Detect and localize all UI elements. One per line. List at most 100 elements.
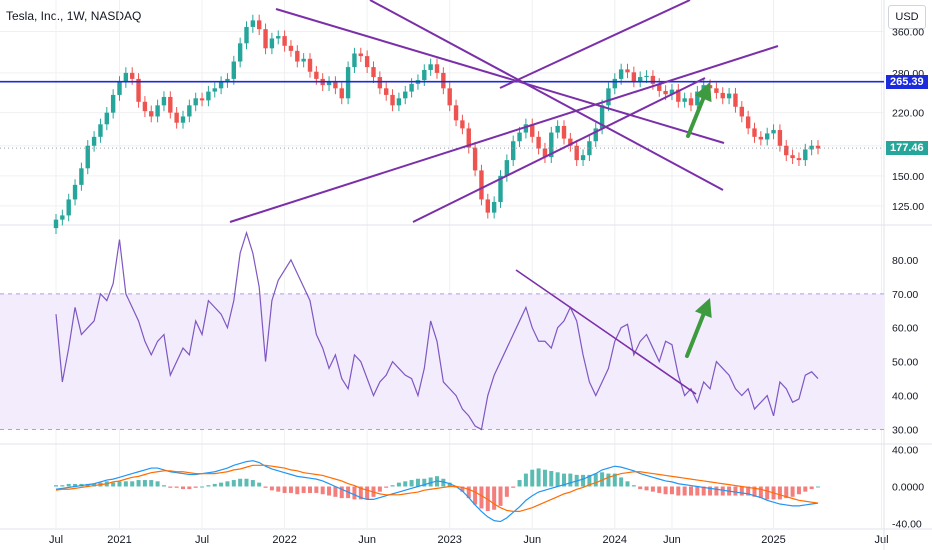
macd-histogram-bar: [466, 486, 471, 499]
rsi-line: [55, 230, 819, 431]
candle-body: [612, 78, 617, 89]
macd-histogram-bar: [612, 473, 617, 487]
last-price-tag: 177.46: [886, 141, 928, 156]
macd-histogram-bar: [758, 486, 763, 499]
macd-histogram-bar: [54, 485, 58, 487]
candle-body: [180, 116, 186, 123]
macd-histogram-bar: [403, 481, 408, 487]
macd-histogram-bar: [308, 486, 312, 493]
candle-body: [53, 219, 59, 229]
macd-histogram-bar: [73, 483, 78, 487]
x-tick-label: Jul: [874, 534, 888, 546]
candle-body: [358, 53, 363, 57]
candle-body: [765, 133, 770, 140]
macd-histogram-bar: [225, 481, 230, 487]
macd-histogram-bar: [498, 486, 503, 506]
candle-body: [599, 105, 605, 129]
candle-body: [130, 72, 135, 79]
candle-body: [409, 83, 414, 92]
candle-body: [714, 88, 719, 93]
candle-body: [561, 125, 567, 139]
macd-histogram-bar: [365, 486, 370, 500]
x-tick-label: Jun: [523, 534, 541, 546]
macd-histogram-bar: [130, 481, 135, 487]
trendline: [499, 0, 691, 89]
rsi-band: [0, 293, 884, 430]
candle-body: [809, 145, 814, 150]
candle-body: [676, 89, 681, 102]
macd-histogram-bar: [720, 486, 725, 496]
macd-histogram-bar: [638, 486, 643, 490]
candle-body: [695, 91, 700, 106]
candle-body: [276, 36, 281, 39]
x-tick-label: Jun: [358, 534, 376, 546]
candle-body: [485, 199, 490, 213]
macd-histogram-bar: [276, 486, 281, 492]
candle-body: [720, 92, 725, 99]
candle-body: [269, 38, 275, 49]
candle-body: [403, 91, 408, 99]
macd-histogram-bar: [568, 473, 573, 487]
candle-body: [657, 83, 662, 91]
candle-body: [555, 125, 560, 133]
signal-line: [55, 464, 819, 512]
macd-histogram-bar: [358, 486, 363, 500]
candle-body: [110, 94, 116, 113]
x-tick-label: 2022: [272, 534, 296, 546]
macd-histogram-bar: [625, 481, 630, 487]
candle-body: [479, 170, 484, 200]
candle-body: [282, 36, 287, 46]
x-tick-label: Jul: [49, 534, 63, 546]
price-tick-label: 220.00: [892, 108, 924, 120]
currency-button[interactable]: USD: [888, 5, 926, 29]
candle-body: [568, 138, 573, 146]
macd-histogram-bar: [746, 486, 751, 496]
macd-histogram-bar: [263, 486, 268, 488]
candle-body: [777, 130, 783, 146]
macd-histogram-bar: [212, 483, 217, 487]
candle-body: [536, 136, 541, 149]
macd-histogram-bar: [295, 486, 300, 495]
macd-histogram-bar: [447, 482, 452, 487]
candle-body: [682, 98, 687, 102]
candle-body: [688, 98, 694, 106]
macd-histogram-bar: [174, 486, 179, 488]
macd-histogram-bar: [714, 486, 719, 496]
candle-body: [587, 141, 592, 156]
macd-histogram-bar: [390, 485, 395, 487]
candle-body: [301, 58, 306, 62]
candle-body: [815, 145, 821, 149]
candle-body: [511, 141, 516, 161]
macd-histogram-bar: [492, 486, 497, 510]
macd-histogram-bar: [803, 486, 808, 492]
macd-histogram-bar: [530, 469, 535, 487]
candle-body: [606, 88, 611, 106]
candle-body: [174, 112, 179, 123]
macd-histogram-bar: [695, 486, 700, 496]
macd-histogram-bar: [136, 480, 141, 487]
macd-histogram-bar: [523, 473, 528, 487]
trendline: [229, 45, 779, 223]
candle-body: [466, 128, 471, 148]
candle-body: [206, 91, 211, 101]
macd-histogram-bar: [517, 480, 522, 487]
candle-body: [326, 81, 332, 86]
candle-body: [790, 155, 795, 159]
macd-histogram-bar: [161, 485, 166, 487]
candle-body: [663, 90, 668, 95]
candle-body: [288, 45, 294, 51]
candle-body: [79, 168, 84, 185]
macd-histogram-bar: [60, 485, 65, 487]
candle-body: [136, 78, 141, 102]
x-tick-label: 2025: [761, 534, 785, 546]
macd-histogram-bar: [384, 486, 389, 488]
macd-histogram-bar: [777, 486, 782, 500]
macd-histogram-bar: [739, 486, 744, 496]
macd-histogram-bar: [333, 486, 338, 497]
candle-body: [574, 145, 579, 161]
candle-body: [364, 56, 370, 68]
macd-histogram-bar: [542, 469, 547, 487]
price-tick-label: 150.00: [892, 171, 924, 183]
candle-body: [60, 215, 65, 220]
